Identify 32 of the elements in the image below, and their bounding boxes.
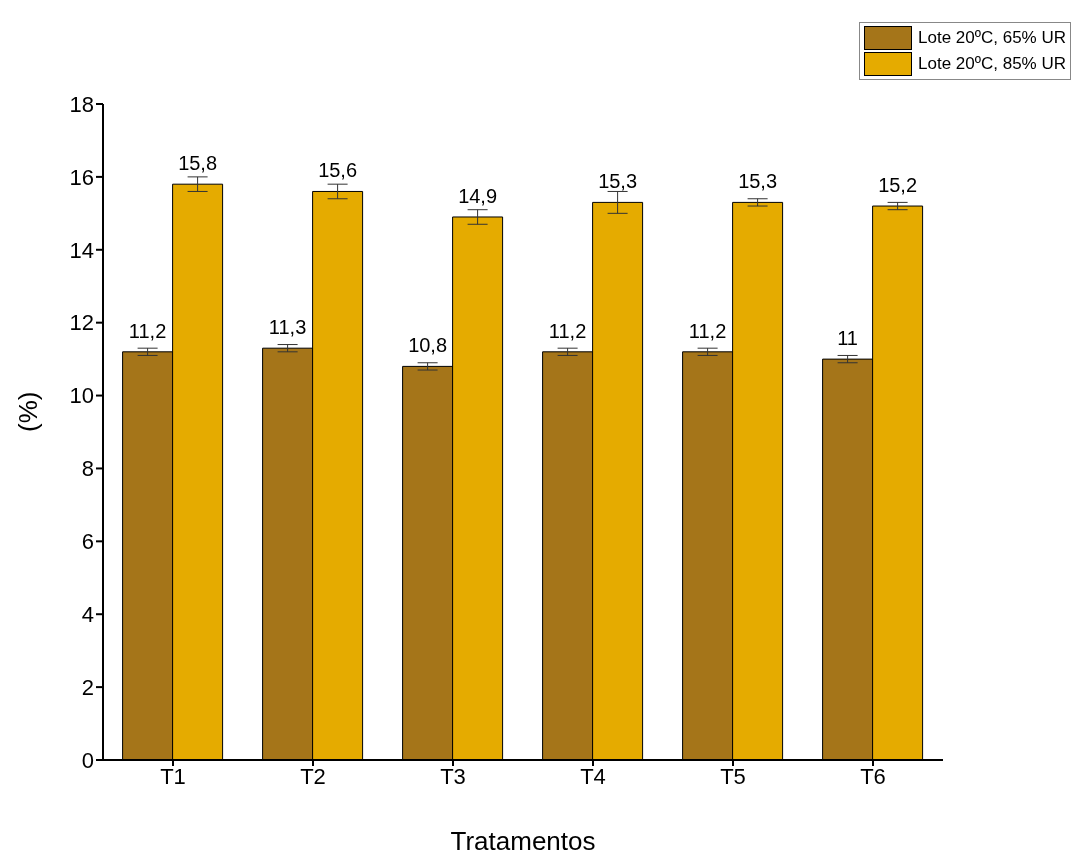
data-label: 14,9 [458,184,498,207]
y-tick-label: 16 [69,164,94,190]
y-tick-label: 14 [69,237,94,263]
y-tick-label: 8 [81,456,94,482]
y-tick-label: 18 [69,91,94,117]
legend-label: Lote 20ºC, 85% UR [918,53,1066,75]
y-tick-label: 2 [81,674,94,700]
data-label: 15,2 [878,174,918,197]
data-label: 10,8 [408,334,448,357]
data-label: 11,2 [128,319,167,342]
x-tick-label: T1 [160,763,186,789]
y-tick-label: 6 [81,529,94,555]
data-label: 15,6 [318,159,358,182]
data-label: 15,3 [738,170,778,193]
data-label: 15,3 [598,170,638,193]
x-tick-label: T4 [580,763,606,789]
y-axis-title: (%) [13,391,44,432]
y-tick-label: 10 [69,383,94,409]
legend-label: Lote 20ºC, 65% UR [918,27,1066,49]
data-label: 15,8 [178,152,218,175]
data-label: 11,3 [268,316,307,339]
y-tick-label: 4 [81,602,94,628]
y-tick-label: 0 [81,747,94,773]
x-tick-label: T5 [720,763,746,789]
data-label: 11 [837,327,858,350]
x-tick-label: T6 [860,763,886,789]
data-label: 11,2 [548,319,587,342]
x-tick-label: T3 [440,763,466,789]
x-tick-label: T2 [300,763,326,789]
x-axis-title: Tratamentos [450,826,596,856]
y-tick-label: 12 [69,310,94,336]
data-label: 11,2 [688,319,727,342]
